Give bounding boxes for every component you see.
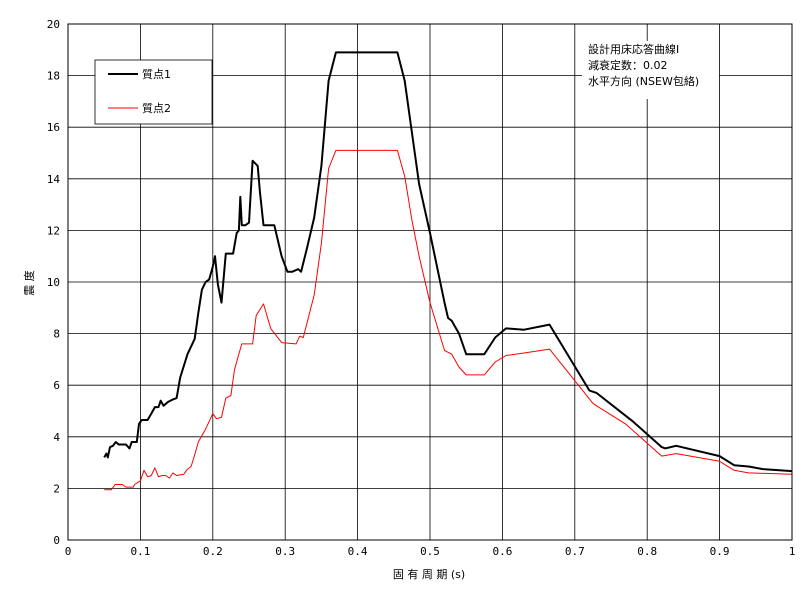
annotation-line-2: 減衰定数：0.02 bbox=[588, 58, 668, 72]
y-tick-label: 4 bbox=[53, 431, 60, 444]
tick-labels: 0 0.1 0.2 0.3 0.4 0.5 0.6 0.7 0.8 0.9 102468101214… bbox=[47, 18, 796, 558]
legend-label-series-2: 質点2 bbox=[142, 101, 171, 115]
x-tick-label: 0.4 bbox=[348, 545, 368, 558]
y-tick-label: 14 bbox=[47, 173, 61, 186]
annotation-line-1: 設計用床応答曲線Ⅰ bbox=[588, 42, 679, 56]
series-lines bbox=[103, 51, 793, 491]
x-tick-label: 0.5 bbox=[420, 545, 440, 558]
y-axis-label: 震 度 bbox=[22, 270, 36, 296]
x-tick-label: 0.3 bbox=[275, 545, 295, 558]
series-line-2 bbox=[104, 149, 793, 491]
y-tick-label: 2 bbox=[53, 482, 60, 495]
legend-label-series-1: 質点1 bbox=[142, 67, 171, 81]
x-tick-label: 0.2 bbox=[203, 545, 223, 558]
y-tick-label: 12 bbox=[47, 224, 60, 237]
legend-box bbox=[94, 59, 213, 125]
y-tick-label: 6 bbox=[53, 379, 60, 392]
x-tick-label: 0.6 bbox=[492, 545, 512, 558]
x-tick-label: 0.9 bbox=[710, 545, 730, 558]
y-tick-label: 20 bbox=[47, 18, 60, 31]
x-tick-label: 0.1 bbox=[130, 545, 150, 558]
y-tick-label: 0 bbox=[53, 534, 60, 547]
series-line-1 bbox=[103, 51, 793, 473]
x-axis-label: 固 有 周 期 (s) bbox=[393, 567, 465, 581]
x-tick-label: 0.8 bbox=[637, 545, 657, 558]
y-tick-label: 16 bbox=[47, 121, 60, 134]
x-tick-label: 0 bbox=[65, 545, 72, 558]
x-tick-label: 1 bbox=[789, 545, 796, 558]
legend: 質点1 質点2 bbox=[94, 59, 213, 125]
annotation-background bbox=[582, 41, 719, 99]
annotation-box: 設計用床応答曲線Ⅰ 減衰定数：0.02 水平方向 (NSEW包絡) bbox=[582, 41, 719, 99]
y-tick-label: 18 bbox=[47, 70, 60, 83]
y-tick-label: 10 bbox=[47, 276, 60, 289]
x-tick-label: 0.7 bbox=[565, 545, 585, 558]
plot-frame bbox=[67, 23, 793, 541]
annotation-line-3: 水平方向 (NSEW包絡) bbox=[588, 74, 699, 88]
y-tick-label: 8 bbox=[53, 328, 60, 341]
